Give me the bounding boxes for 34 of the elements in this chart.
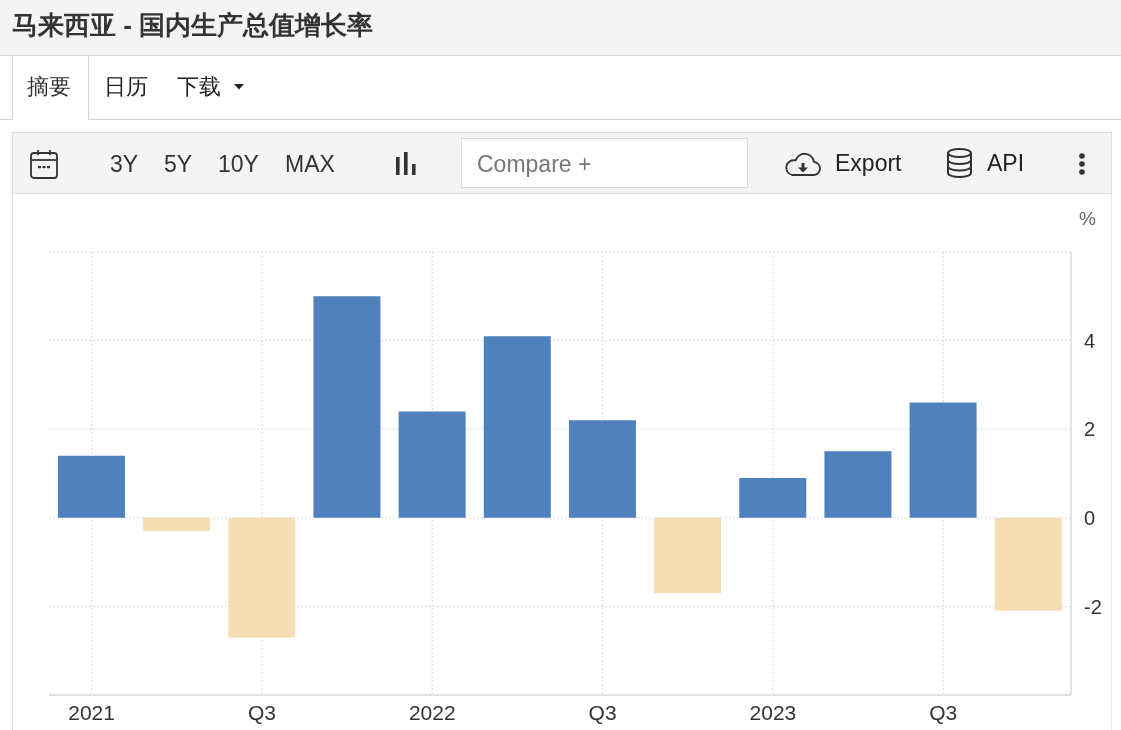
y-tick-label: 4 <box>1084 329 1096 352</box>
bar <box>228 517 296 638</box>
bar <box>483 336 551 518</box>
bar <box>57 455 125 518</box>
bar <box>568 420 636 518</box>
x-tick-label: Q3 <box>588 700 617 724</box>
text: API <box>987 149 1025 178</box>
text: 下载 <box>177 73 221 101</box>
y-tick-label: 0 <box>1084 506 1096 529</box>
y-tick-label: 2 <box>1084 418 1096 441</box>
x-tick-label: Q3 <box>929 700 958 724</box>
text: MAX <box>285 150 335 179</box>
bar <box>654 517 722 594</box>
x-tick-label: Q3 <box>247 700 276 724</box>
x-tick-label: 2021 <box>68 700 115 724</box>
x-tick-label: 2023 <box>749 700 797 724</box>
tab: 摘要 <box>12 56 89 120</box>
text: 5Y <box>164 150 193 179</box>
bar <box>313 296 381 518</box>
text: 日历 <box>104 73 148 101</box>
text: 3Y <box>110 150 139 179</box>
bar <box>143 517 211 532</box>
x-tick-label: 2022 <box>408 700 456 724</box>
y-axis-title: % <box>1079 207 1096 231</box>
bar <box>398 411 466 518</box>
text: Compare + <box>477 150 592 179</box>
bar <box>739 477 807 518</box>
chart-title: 马来西亚 - 国内生产总值增长率 <box>12 9 374 42</box>
y-tick-label: -2 <box>1084 595 1102 618</box>
bar <box>994 517 1062 611</box>
text: Export <box>835 149 902 178</box>
text: 10Y <box>218 150 259 179</box>
bar <box>824 451 892 518</box>
bar <box>909 402 977 518</box>
